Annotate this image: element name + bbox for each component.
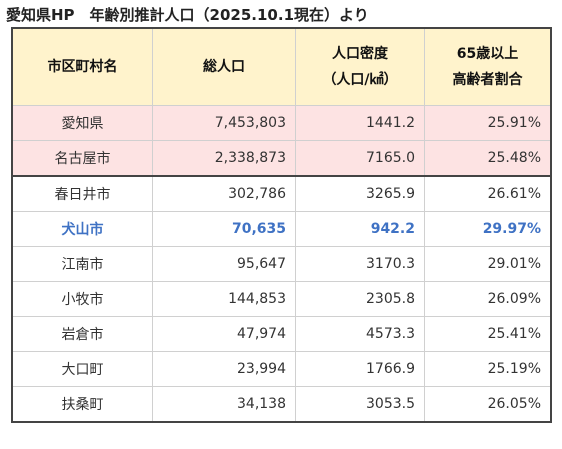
cell-population: 7,453,803 [152, 105, 296, 141]
cell-density: 7165.0 [295, 140, 425, 177]
header-elderly-line1: 65歳以上 [456, 46, 519, 62]
cell-density: 3170.3 [295, 246, 425, 282]
cell-name: 岩倉市 [12, 316, 153, 352]
cell-density: 1441.2 [295, 105, 425, 141]
cell-elderly: 29.01% [424, 246, 551, 282]
header-density: 人口密度 （人口/㎢） [295, 28, 425, 106]
table-row-highlighted: 犬山市 70,635 942.2 29.97% [12, 211, 551, 247]
cell-name: 江南市 [12, 246, 153, 282]
cell-population: 34,138 [152, 386, 296, 422]
cell-name: 大口町 [12, 351, 153, 387]
header-population: 総人口 [152, 28, 296, 106]
cell-density: 3265.9 [295, 175, 425, 212]
table-row: 春日井市 302,786 3265.9 26.61% [12, 175, 551, 212]
table-row: 扶桑町 34,138 3053.5 26.05% [12, 386, 551, 422]
header-row: 市区町村名 総人口 人口密度 （人口/㎢） 65歳以上 高齢者割合 [12, 28, 551, 106]
cell-elderly: 26.09% [424, 281, 551, 317]
cell-name: 春日井市 [12, 175, 153, 212]
table-row: 小牧市 144,853 2305.8 26.09% [12, 281, 551, 317]
header-population-label: 総人口 [203, 59, 245, 75]
header-elderly: 65歳以上 高齢者割合 [424, 28, 551, 106]
cell-population: 2,338,873 [152, 140, 296, 177]
table-row: 名古屋市 2,338,873 7165.0 25.48% [12, 140, 551, 177]
cell-elderly: 29.97% [424, 211, 551, 247]
header-municipality-label: 市区町村名 [47, 59, 118, 75]
cell-density: 1766.9 [295, 351, 425, 387]
cell-population: 70,635 [152, 211, 296, 247]
cell-elderly: 26.61% [424, 175, 551, 212]
cell-elderly: 25.19% [424, 351, 551, 387]
header-municipality: 市区町村名 [12, 28, 153, 106]
cell-name: 愛知県 [12, 105, 153, 141]
header-elderly-line2: 高齢者割合 [452, 72, 523, 88]
header-density-line2: （人口/㎢） [322, 72, 398, 88]
cell-elderly: 25.48% [424, 140, 551, 177]
header-density-line1: 人口密度 [332, 46, 388, 62]
cell-density: 4573.3 [295, 316, 425, 352]
cell-density: 942.2 [295, 211, 425, 247]
table-row: 大口町 23,994 1766.9 25.19% [12, 351, 551, 387]
cell-name: 小牧市 [12, 281, 153, 317]
cell-population: 144,853 [152, 281, 296, 317]
cell-name: 名古屋市 [12, 140, 153, 177]
cell-density: 2305.8 [295, 281, 425, 317]
cell-population: 95,647 [152, 246, 296, 282]
cell-population: 23,994 [152, 351, 296, 387]
cell-density: 3053.5 [295, 386, 425, 422]
cell-elderly: 26.05% [424, 386, 551, 422]
table-row: 江南市 95,647 3170.3 29.01% [12, 246, 551, 282]
cell-name: 犬山市 [12, 211, 153, 247]
table-row: 愛知県 7,453,803 1441.2 25.91% [12, 105, 551, 141]
cell-elderly: 25.41% [424, 316, 551, 352]
cell-population: 302,786 [152, 175, 296, 212]
cell-elderly: 25.91% [424, 105, 551, 141]
source-caption: 愛知県HP 年齢別推計人口（2025.10.1現在）より [6, 6, 369, 24]
table-row: 岩倉市 47,974 4573.3 25.41% [12, 316, 551, 352]
cell-name: 扶桑町 [12, 386, 153, 422]
population-table: 市区町村名 総人口 人口密度 （人口/㎢） 65歳以上 高齢者割合 愛知県 7,… [11, 27, 552, 423]
cell-population: 47,974 [152, 316, 296, 352]
